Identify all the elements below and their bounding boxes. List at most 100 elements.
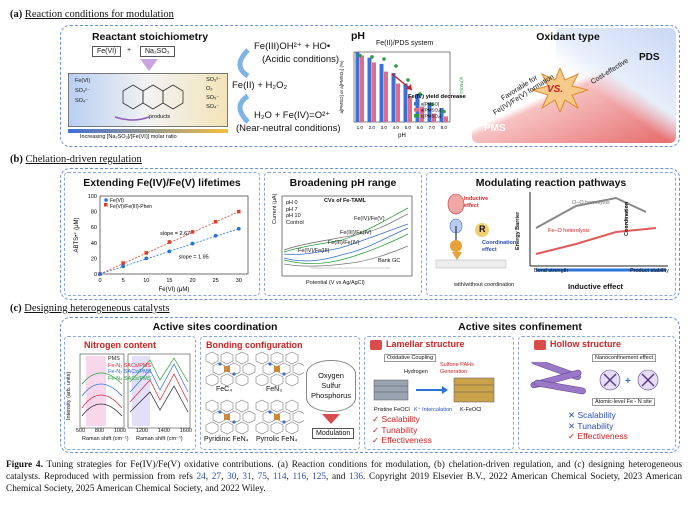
hex-ring bbox=[235, 373, 249, 387]
y-tick-label: 80 bbox=[91, 210, 97, 216]
bar-a-pmso2 bbox=[408, 96, 412, 122]
ph-legend-label: a[PMSO] bbox=[421, 102, 439, 107]
cv-label-4: Fe(IV)/Fe(III) bbox=[298, 248, 330, 254]
lattice-cell bbox=[205, 399, 256, 435]
slope-label: slope = 2.67 bbox=[160, 231, 190, 237]
stoich-diagram: Fe(VI) SO₃²⁻ SO₄⁻ SO₃²⁻ O₂ SO₅⁻ SO₄⁻ products bbox=[68, 73, 228, 127]
bar-a-pmso2 bbox=[372, 62, 376, 122]
na2so3-box: Na₂SO₃ bbox=[140, 46, 175, 57]
pathways-title: Modulating reaction pathways bbox=[475, 177, 627, 189]
cv-chart: Current (μA) Potential (V vs Ag/AgCl) CV… bbox=[270, 194, 416, 290]
hex-ring bbox=[285, 373, 299, 387]
bar-a-pmso2 bbox=[444, 116, 448, 122]
hollow-subpanel bbox=[518, 336, 676, 450]
hex-ring bbox=[270, 399, 284, 413]
bar-a-pmso bbox=[427, 102, 432, 122]
ph-tick-label: 6.0 bbox=[417, 125, 424, 130]
hex-ring bbox=[220, 399, 234, 413]
fe-center bbox=[274, 414, 280, 420]
eta-point bbox=[442, 109, 446, 114]
hex-ring bbox=[255, 421, 269, 435]
cv-label-3: Fe(III)/Fe(IV) bbox=[328, 240, 360, 246]
plus-sign: + bbox=[127, 47, 132, 54]
hex-ring bbox=[292, 410, 304, 424]
eta-point bbox=[406, 78, 410, 82]
fec4-label: FeC₄ bbox=[216, 386, 233, 393]
probe-molecule-icon bbox=[114, 84, 184, 121]
ph-legend-label: η[PMSO₂] bbox=[421, 114, 441, 119]
hex-ring bbox=[235, 399, 249, 413]
panel-a-box bbox=[60, 25, 680, 147]
n-atom bbox=[232, 420, 236, 424]
data-point bbox=[190, 230, 195, 234]
lattice-cell bbox=[255, 399, 304, 435]
bond-strength-label: Bond strength bbox=[534, 268, 569, 274]
lattice-structures-icon bbox=[205, 352, 304, 435]
cv-title: CVs of Fe-TAML bbox=[324, 198, 367, 204]
sulfone-gen-label: Generation bbox=[440, 369, 468, 375]
data-point bbox=[236, 209, 241, 214]
figure-caption: Figure 4. Tuning strategies for Fe(IV)/F… bbox=[6, 460, 683, 495]
nitro-xlabel-1: Raman shift (cm⁻¹) bbox=[82, 436, 129, 442]
fe-complex-icon bbox=[435, 193, 507, 269]
ph-xlabel: pH bbox=[398, 133, 406, 139]
n-atom bbox=[268, 362, 272, 366]
hex-ring bbox=[285, 352, 299, 365]
data-point bbox=[144, 251, 149, 255]
bar-a-pmso2 bbox=[360, 55, 364, 122]
lamellar-checks: ✓ Scalability ✓ Tunability ✓ Effectivene… bbox=[372, 414, 432, 445]
ph-legend-label: a[PMSO₂] bbox=[421, 108, 441, 113]
bonding-title: Bonding configuration bbox=[206, 340, 303, 350]
modulation-arrow-icon bbox=[322, 414, 340, 424]
cv-label-1: Fe(IV)/Fe(V) bbox=[354, 216, 385, 222]
stoich-title: Reactant stoichiometry bbox=[91, 31, 209, 43]
ph-range-subpanel bbox=[264, 172, 422, 296]
heteroatom-cylinder: Oxygen Sulfur Phosphorus bbox=[306, 360, 356, 412]
fe-center bbox=[224, 366, 230, 372]
bar-a-pmso2 bbox=[420, 106, 424, 122]
hex-ring bbox=[220, 373, 234, 387]
ph-tick-label: 3.0 bbox=[381, 125, 388, 130]
pathways-subpanel bbox=[426, 172, 676, 296]
hex-ring bbox=[235, 352, 249, 365]
ph-ylabel-right: η(PMSO₂) bbox=[459, 77, 464, 98]
hex-ring bbox=[205, 399, 219, 413]
ratio-axis-label: Increasing [Na₂SO₃]/[Fe(VI)] molar ratio bbox=[80, 134, 177, 140]
y-tick-label: 0 bbox=[94, 272, 97, 278]
plot-frame bbox=[99, 195, 249, 275]
eta-point bbox=[418, 92, 422, 96]
pyridinic-label: Pyridinic FeN₄ bbox=[204, 436, 249, 443]
ph-plot-frame bbox=[353, 51, 451, 123]
panel-c-box bbox=[60, 317, 680, 453]
thumbs-up-icon bbox=[370, 340, 382, 350]
hex-ring bbox=[255, 373, 269, 387]
hex-ring bbox=[220, 352, 234, 365]
ph-annotation: Fe(IV) yield decreased bbox=[408, 94, 466, 100]
lifetime-subpanel bbox=[64, 172, 260, 296]
bar-a-pmso bbox=[355, 52, 360, 122]
y-axis-label: ABTS•⁺ (μM) bbox=[73, 217, 80, 252]
neutral-condition: (Near-neutral conditions) bbox=[236, 123, 341, 134]
section-c-header: (c) Designing heterogeneous catalysts bbox=[10, 303, 170, 314]
r-group-label: R bbox=[479, 224, 486, 234]
acid-species: Fe(III)OH²⁺ + HO• bbox=[254, 41, 331, 52]
bonding-subpanel bbox=[200, 336, 360, 450]
hex-ring bbox=[235, 421, 249, 435]
n-atom bbox=[232, 372, 236, 376]
eta-point bbox=[394, 64, 398, 68]
hollow-checks: ✕ Scalability ✕ Tunability ✓ Effectivene… bbox=[568, 410, 628, 441]
legend-label: Fe(VI)/Fe(III)-Phen bbox=[110, 204, 152, 210]
coordination-label: Coordination bbox=[624, 201, 630, 236]
inductive-effect-bottom: Inductive effect bbox=[568, 282, 624, 291]
fen3-label: FeN₃ bbox=[266, 386, 283, 393]
eta-point bbox=[430, 102, 434, 107]
hex-ring bbox=[205, 373, 219, 387]
data-point bbox=[121, 261, 125, 265]
eta-point bbox=[370, 55, 374, 59]
cv-label-5: Bank GC bbox=[378, 258, 401, 264]
feo-heterolysis-label: Fe–O heterolysis bbox=[548, 228, 590, 234]
x-tick-label: 0 bbox=[98, 278, 101, 284]
eta-point bbox=[358, 53, 362, 58]
x-tick-label: 15 bbox=[166, 278, 172, 284]
hex-ring bbox=[205, 352, 219, 365]
